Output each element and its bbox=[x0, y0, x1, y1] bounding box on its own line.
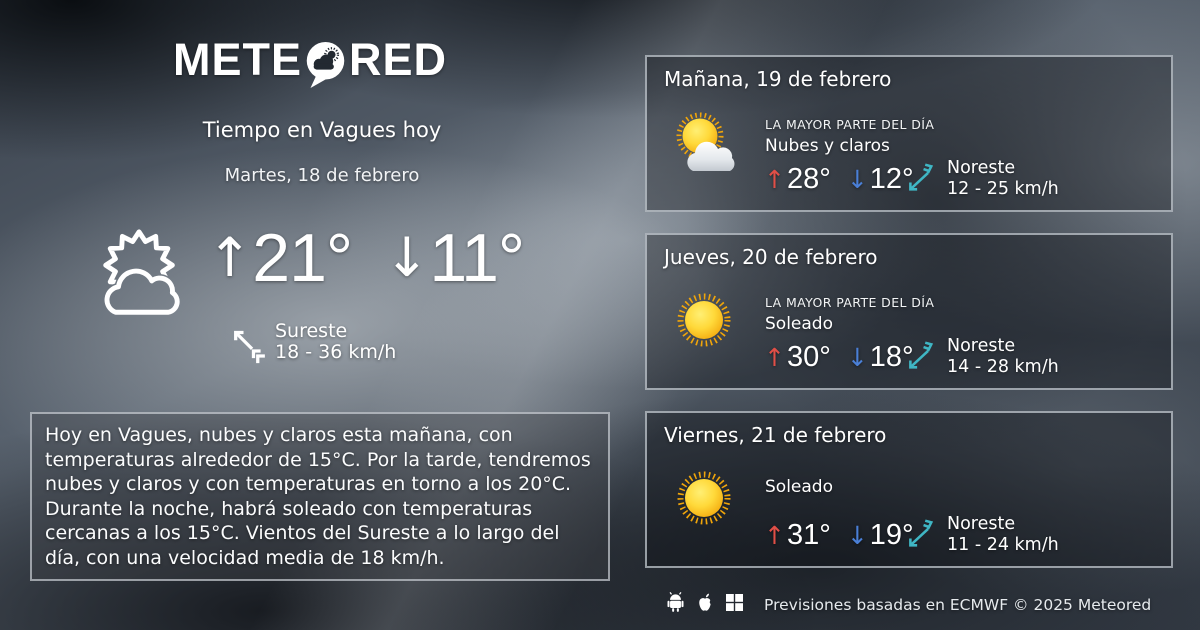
card-wind: Noreste 12 - 25 km/h bbox=[905, 158, 1059, 200]
card-max-temp: 31° bbox=[786, 519, 831, 551]
card-title: Jueves, 20 de febrero bbox=[664, 245, 878, 269]
card-period-label: LA MAYOR PARTE DEL DÍA bbox=[765, 117, 935, 132]
meteored-cloud-bubble-icon bbox=[306, 41, 345, 88]
card-min-temp: 12° bbox=[869, 163, 914, 195]
card-temperatures: ↑ 31° ↓ 19° bbox=[764, 521, 914, 550]
today-min-temp: ↓ 11° bbox=[384, 220, 525, 296]
temp-up-arrow-icon: ↑ bbox=[764, 521, 785, 550]
temp-down-arrow-icon: ↓ bbox=[384, 226, 430, 289]
card-wind-speed: 14 - 28 km/h bbox=[947, 357, 1059, 377]
windows-icon[interactable] bbox=[726, 593, 743, 611]
today-max-temp: ↑ 21° bbox=[207, 220, 353, 296]
wind-direction-arrow-icon bbox=[909, 163, 934, 191]
today-wind: Sureste 18 - 36 km/h bbox=[230, 321, 396, 371]
card-temperatures: ↑ 28° ↓ 12° bbox=[764, 165, 914, 194]
today-wind-speed: 18 - 36 km/h bbox=[275, 341, 397, 363]
card-condition: Nubes y claros bbox=[765, 136, 890, 156]
card-title: Viernes, 21 de febrero bbox=[664, 423, 887, 447]
sun-icon bbox=[677, 471, 731, 525]
card-wind: Noreste 14 - 28 km/h bbox=[905, 336, 1059, 378]
card-temperatures: ↑ 30° ↓ 18° bbox=[764, 343, 914, 372]
today-temperatures: ↑ 21° ↓ 11° bbox=[207, 220, 525, 296]
temp-down-arrow-icon: ↓ bbox=[846, 521, 868, 550]
card-min-temp: 19° bbox=[869, 519, 914, 551]
logo-text-left: METE bbox=[172, 34, 302, 85]
current-date: Martes, 18 de febrero bbox=[224, 165, 420, 186]
temp-down-arrow-icon: ↓ bbox=[846, 165, 868, 194]
today-wind-direction: Sureste bbox=[275, 320, 348, 342]
android-icon[interactable] bbox=[667, 592, 684, 612]
sun-with-cloud-icon bbox=[676, 112, 735, 171]
logo-text-right: RED bbox=[349, 34, 448, 85]
today-min-value: 11° bbox=[429, 220, 525, 296]
forecast-attribution: Previsiones basadas en ECMWF © 2025 Mete… bbox=[764, 596, 1152, 614]
card-period-label: LA MAYOR PARTE DEL DÍA bbox=[765, 295, 935, 310]
forecast-card-jueves[interactable]: Jueves, 20 de febrero LA MAYOR PARTE DEL… bbox=[645, 233, 1173, 390]
temp-down-arrow-icon: ↓ bbox=[846, 343, 868, 372]
card-max-temp: 28° bbox=[786, 163, 831, 195]
card-wind-direction: Noreste bbox=[947, 158, 1016, 178]
temp-up-arrow-icon: ↑ bbox=[764, 343, 785, 372]
platform-icons bbox=[667, 592, 743, 612]
card-max-temp: 30° bbox=[786, 341, 831, 373]
card-wind: Noreste 11 - 24 km/h bbox=[905, 514, 1059, 556]
card-condition: Soleado bbox=[765, 477, 833, 497]
forecast-card-manana[interactable]: Mañana, 19 de febrero LA MAYOR PARTE DEL… bbox=[645, 55, 1173, 212]
weather-summary: Hoy en Vagues, nubes y claros esta mañan… bbox=[30, 412, 610, 581]
today-max-value: 21° bbox=[252, 220, 353, 296]
temp-up-arrow-icon: ↑ bbox=[764, 165, 785, 194]
sun-icon bbox=[677, 293, 731, 347]
card-wind-direction: Noreste bbox=[947, 514, 1016, 534]
card-wind-speed: 12 - 25 km/h bbox=[947, 179, 1059, 199]
card-wind-direction: Noreste bbox=[947, 336, 1016, 356]
wind-direction-arrow-icon bbox=[909, 341, 934, 369]
apple-icon[interactable] bbox=[697, 593, 713, 612]
sun-behind-cloud-outline-icon bbox=[103, 229, 180, 315]
page-title: Tiempo en Vagues hoy bbox=[202, 118, 442, 142]
meteored-logo[interactable]: METE RED bbox=[150, 34, 470, 88]
card-title: Mañana, 19 de febrero bbox=[664, 67, 892, 91]
card-wind-speed: 11 - 24 km/h bbox=[947, 535, 1059, 555]
card-condition: Soleado bbox=[765, 314, 833, 334]
wind-direction-arrow-icon bbox=[234, 330, 265, 364]
card-min-temp: 18° bbox=[869, 341, 914, 373]
wind-direction-arrow-icon bbox=[909, 519, 934, 547]
forecast-card-viernes[interactable]: Viernes, 21 de febrero Soleado ↑ 31° ↓ 1… bbox=[645, 411, 1173, 568]
temp-up-arrow-icon: ↑ bbox=[207, 226, 253, 289]
